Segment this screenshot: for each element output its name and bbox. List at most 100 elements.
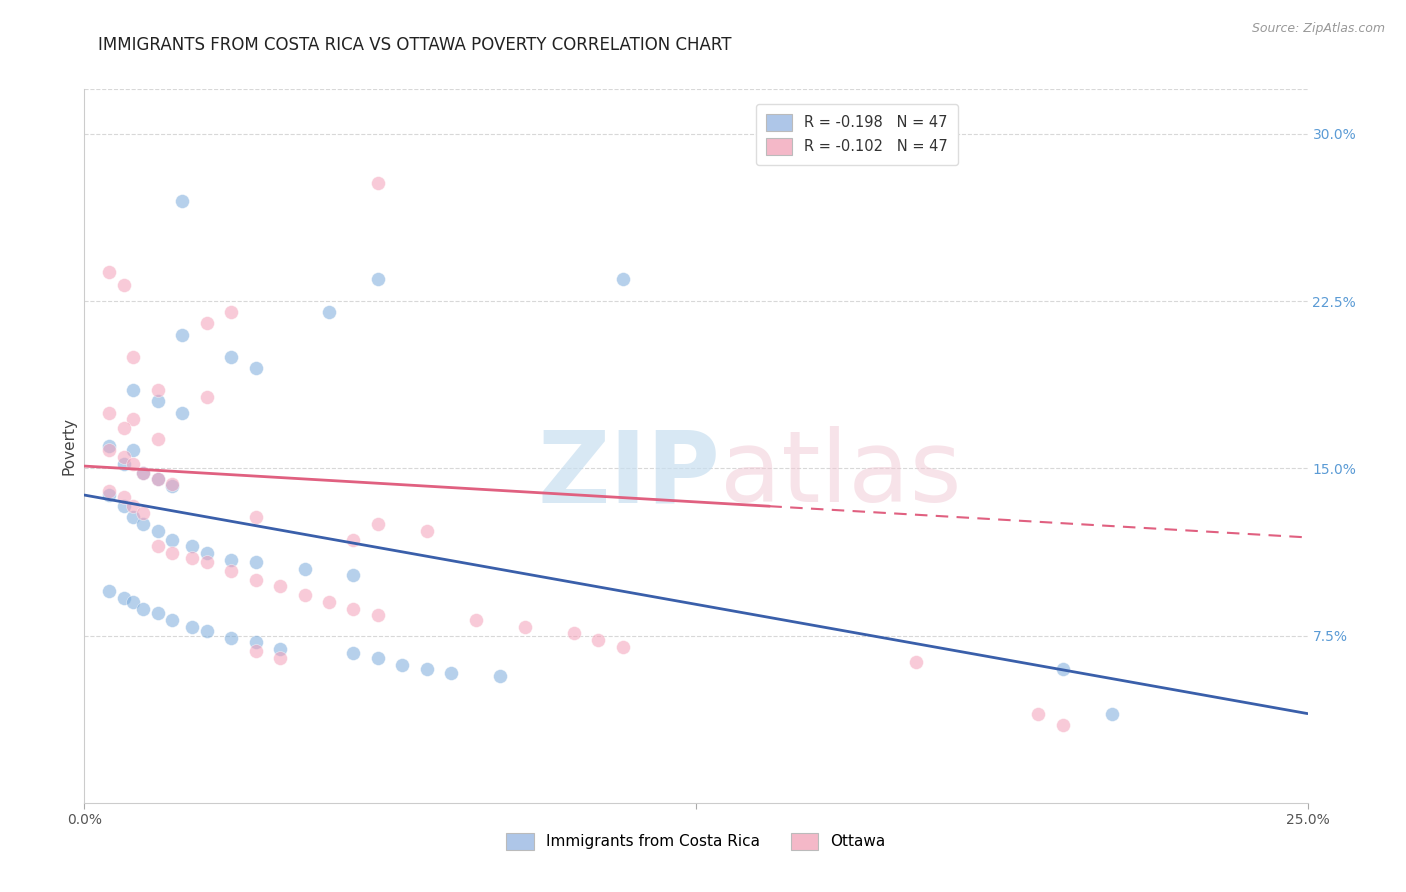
- Point: [342, 533, 364, 547]
- Point: [112, 490, 135, 504]
- Point: [97, 265, 120, 279]
- Point: [513, 619, 536, 633]
- Point: [122, 595, 145, 609]
- Point: [269, 580, 291, 594]
- Point: [489, 669, 512, 683]
- Point: [612, 271, 634, 285]
- Point: [219, 305, 242, 319]
- Point: [294, 562, 316, 576]
- Point: [172, 327, 194, 342]
- Point: [269, 651, 291, 665]
- Point: [562, 626, 585, 640]
- Point: [1101, 706, 1123, 721]
- Point: [1028, 706, 1050, 721]
- Point: [367, 651, 389, 665]
- Point: [146, 524, 169, 538]
- Point: [440, 666, 463, 681]
- Point: [172, 194, 194, 208]
- Point: [112, 457, 135, 471]
- Point: [219, 631, 242, 645]
- Point: [97, 583, 120, 598]
- Point: [122, 384, 145, 398]
- Point: [367, 176, 389, 190]
- Point: [195, 555, 218, 569]
- Point: [181, 619, 204, 633]
- Point: [97, 483, 120, 498]
- Point: [586, 633, 609, 648]
- Point: [391, 657, 413, 672]
- Point: [195, 546, 218, 560]
- Point: [146, 473, 169, 487]
- Point: [112, 591, 135, 605]
- Text: ZIP: ZIP: [537, 426, 720, 523]
- Point: [146, 432, 169, 446]
- Point: [219, 552, 242, 567]
- Point: [112, 450, 135, 464]
- Point: [245, 360, 267, 375]
- Point: [146, 607, 169, 621]
- Point: [172, 405, 194, 419]
- Text: IMMIGRANTS FROM COSTA RICA VS OTTAWA POVERTY CORRELATION CHART: IMMIGRANTS FROM COSTA RICA VS OTTAWA POV…: [98, 36, 733, 54]
- Point: [294, 589, 316, 603]
- Point: [112, 499, 135, 513]
- Point: [112, 421, 135, 435]
- Point: [97, 439, 120, 453]
- Point: [162, 479, 184, 493]
- Point: [122, 443, 145, 458]
- Point: [132, 602, 155, 616]
- Point: [245, 644, 267, 658]
- Point: [245, 555, 267, 569]
- Point: [416, 524, 439, 538]
- Point: [342, 646, 364, 660]
- Point: [367, 271, 389, 285]
- Point: [342, 568, 364, 582]
- Point: [905, 655, 928, 669]
- Point: [219, 564, 242, 578]
- Point: [162, 533, 184, 547]
- Point: [132, 506, 155, 520]
- Point: [416, 662, 439, 676]
- Point: [132, 466, 155, 480]
- Point: [1052, 662, 1074, 676]
- Point: [245, 510, 267, 524]
- Point: [195, 624, 218, 639]
- Point: [146, 394, 169, 409]
- Point: [122, 457, 145, 471]
- Point: [97, 405, 120, 419]
- Point: [181, 550, 204, 565]
- Legend: Immigrants from Costa Rica, Ottawa: Immigrants from Costa Rica, Ottawa: [498, 823, 894, 859]
- Point: [245, 573, 267, 587]
- Point: [195, 316, 218, 330]
- Point: [122, 499, 145, 513]
- Point: [219, 350, 242, 364]
- Point: [162, 476, 184, 491]
- Point: [464, 613, 486, 627]
- Point: [146, 473, 169, 487]
- Point: [132, 466, 155, 480]
- Point: [195, 390, 218, 404]
- Point: [132, 516, 155, 531]
- Point: [612, 640, 634, 654]
- Point: [318, 305, 340, 319]
- Point: [342, 602, 364, 616]
- Y-axis label: Poverty: Poverty: [60, 417, 76, 475]
- Point: [97, 443, 120, 458]
- Point: [146, 539, 169, 553]
- Text: Source: ZipAtlas.com: Source: ZipAtlas.com: [1251, 22, 1385, 36]
- Point: [269, 642, 291, 657]
- Text: atlas: atlas: [720, 426, 962, 523]
- Point: [112, 278, 135, 293]
- Point: [318, 595, 340, 609]
- Point: [122, 412, 145, 426]
- Point: [97, 488, 120, 502]
- Point: [122, 510, 145, 524]
- Point: [162, 613, 184, 627]
- Point: [146, 384, 169, 398]
- Point: [162, 546, 184, 560]
- Point: [367, 516, 389, 531]
- Point: [181, 539, 204, 553]
- Point: [367, 608, 389, 623]
- Point: [122, 350, 145, 364]
- Point: [245, 635, 267, 649]
- Point: [1052, 717, 1074, 731]
